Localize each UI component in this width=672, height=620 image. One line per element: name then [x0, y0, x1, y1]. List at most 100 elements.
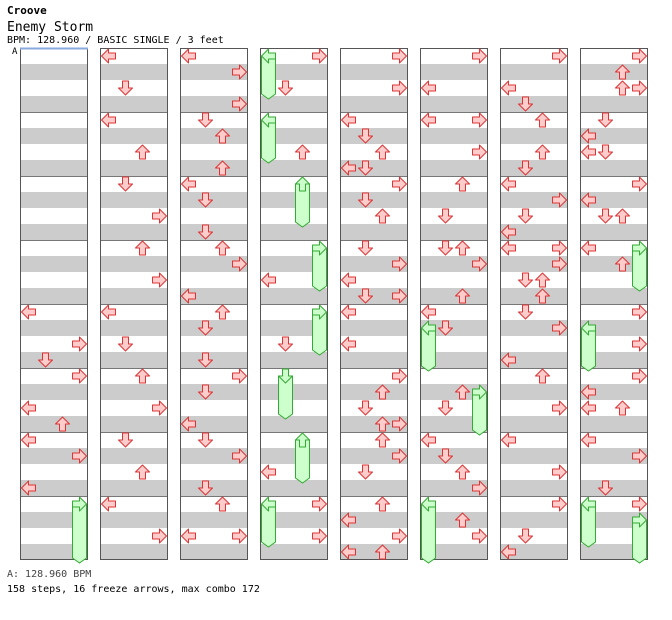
right-arrow — [72, 336, 87, 352]
beat-stripe — [180, 96, 248, 112]
up-arrow — [375, 208, 390, 224]
beat-stripe — [340, 416, 408, 432]
beat-stripe — [260, 448, 328, 464]
beat-stripe — [180, 512, 248, 528]
down-arrow — [438, 240, 453, 256]
up-arrow — [375, 384, 390, 400]
beat-stripe — [20, 224, 88, 240]
down-arrow — [278, 80, 293, 96]
beat-stripe — [340, 160, 408, 176]
beat-stripe — [500, 512, 568, 528]
beat-stripe — [180, 224, 248, 240]
right-arrow — [472, 256, 487, 272]
down-arrow — [198, 480, 213, 496]
beat-stripe — [340, 256, 408, 272]
column-border — [340, 48, 408, 560]
beat-stripe — [420, 416, 488, 432]
left-arrow — [421, 112, 436, 128]
beat-stripe — [340, 288, 408, 304]
beat-stripe — [420, 96, 488, 112]
beat-stripe — [340, 64, 408, 80]
beat-stripe — [20, 192, 88, 208]
freeze-arrow-head — [312, 240, 327, 256]
column-border — [420, 48, 488, 560]
right-arrow — [232, 256, 247, 272]
down-arrow — [358, 464, 373, 480]
left-arrow — [581, 384, 596, 400]
beat-stripe — [580, 384, 648, 400]
beat-stripe — [180, 288, 248, 304]
beat-stripe — [340, 96, 408, 112]
right-arrow — [392, 80, 407, 96]
right-arrow — [152, 400, 167, 416]
up-arrow — [375, 496, 390, 512]
beat-stripe — [340, 384, 408, 400]
beat-stripe — [580, 512, 648, 528]
beat-stripe — [100, 64, 168, 80]
freeze-arrow-head — [295, 432, 310, 448]
song-title: Enemy Storm — [7, 20, 94, 35]
beat-stripe — [260, 224, 328, 240]
down-arrow — [358, 160, 373, 176]
down-arrow — [358, 192, 373, 208]
beat-stripe — [180, 320, 248, 336]
up-arrow — [615, 80, 630, 96]
beat-stripe — [180, 384, 248, 400]
chart-info: BPM: 128.960 / BASIC SINGLE / 3 feet — [7, 35, 224, 46]
left-arrow — [501, 224, 516, 240]
up-arrow — [455, 464, 470, 480]
left-arrow — [421, 304, 436, 320]
down-arrow — [518, 160, 533, 176]
right-arrow — [152, 272, 167, 288]
beat-stripe — [500, 384, 568, 400]
left-arrow — [501, 352, 516, 368]
up-arrow — [375, 544, 390, 560]
left-arrow — [101, 112, 116, 128]
up-arrow — [215, 304, 230, 320]
beat-stripe — [420, 320, 488, 336]
beat-stripe — [260, 544, 328, 560]
left-arrow — [21, 432, 36, 448]
up-arrow — [455, 240, 470, 256]
right-arrow — [472, 144, 487, 160]
right-arrow — [552, 48, 567, 64]
down-arrow — [38, 352, 53, 368]
down-arrow — [198, 112, 213, 128]
beat-stripe — [580, 128, 648, 144]
down-arrow — [118, 80, 133, 96]
left-arrow — [21, 304, 36, 320]
beat-stripe — [580, 544, 648, 560]
beat-stripe — [180, 128, 248, 144]
bpm-legend: A: 128.960 BPM — [7, 569, 92, 580]
beat-stripe — [100, 96, 168, 112]
beat-stripe — [420, 192, 488, 208]
beat-stripe — [260, 320, 328, 336]
up-arrow — [615, 64, 630, 80]
up-arrow — [135, 240, 150, 256]
left-arrow — [421, 432, 436, 448]
freeze-arrow-head — [72, 496, 87, 512]
right-arrow — [392, 448, 407, 464]
beat-stripe — [260, 64, 328, 80]
left-arrow — [101, 304, 116, 320]
freeze-arrow-head — [295, 176, 310, 192]
freeze-arrow-head — [581, 320, 596, 336]
beat-stripe — [420, 128, 488, 144]
chart-stats: 158 steps, 16 freeze arrows, max combo 1… — [7, 584, 260, 595]
beat-stripe — [20, 480, 88, 496]
down-arrow — [598, 144, 613, 160]
beat-stripe — [420, 256, 488, 272]
left-arrow — [501, 240, 516, 256]
right-arrow — [392, 256, 407, 272]
right-arrow — [632, 336, 647, 352]
right-arrow — [392, 368, 407, 384]
beat-stripe — [20, 128, 88, 144]
step-chart — [20, 47, 648, 564]
up-arrow — [215, 128, 230, 144]
down-arrow — [358, 400, 373, 416]
beat-stripe — [180, 352, 248, 368]
beat-stripe — [260, 288, 328, 304]
down-arrow — [198, 432, 213, 448]
down-arrow — [118, 336, 133, 352]
left-arrow — [181, 48, 196, 64]
